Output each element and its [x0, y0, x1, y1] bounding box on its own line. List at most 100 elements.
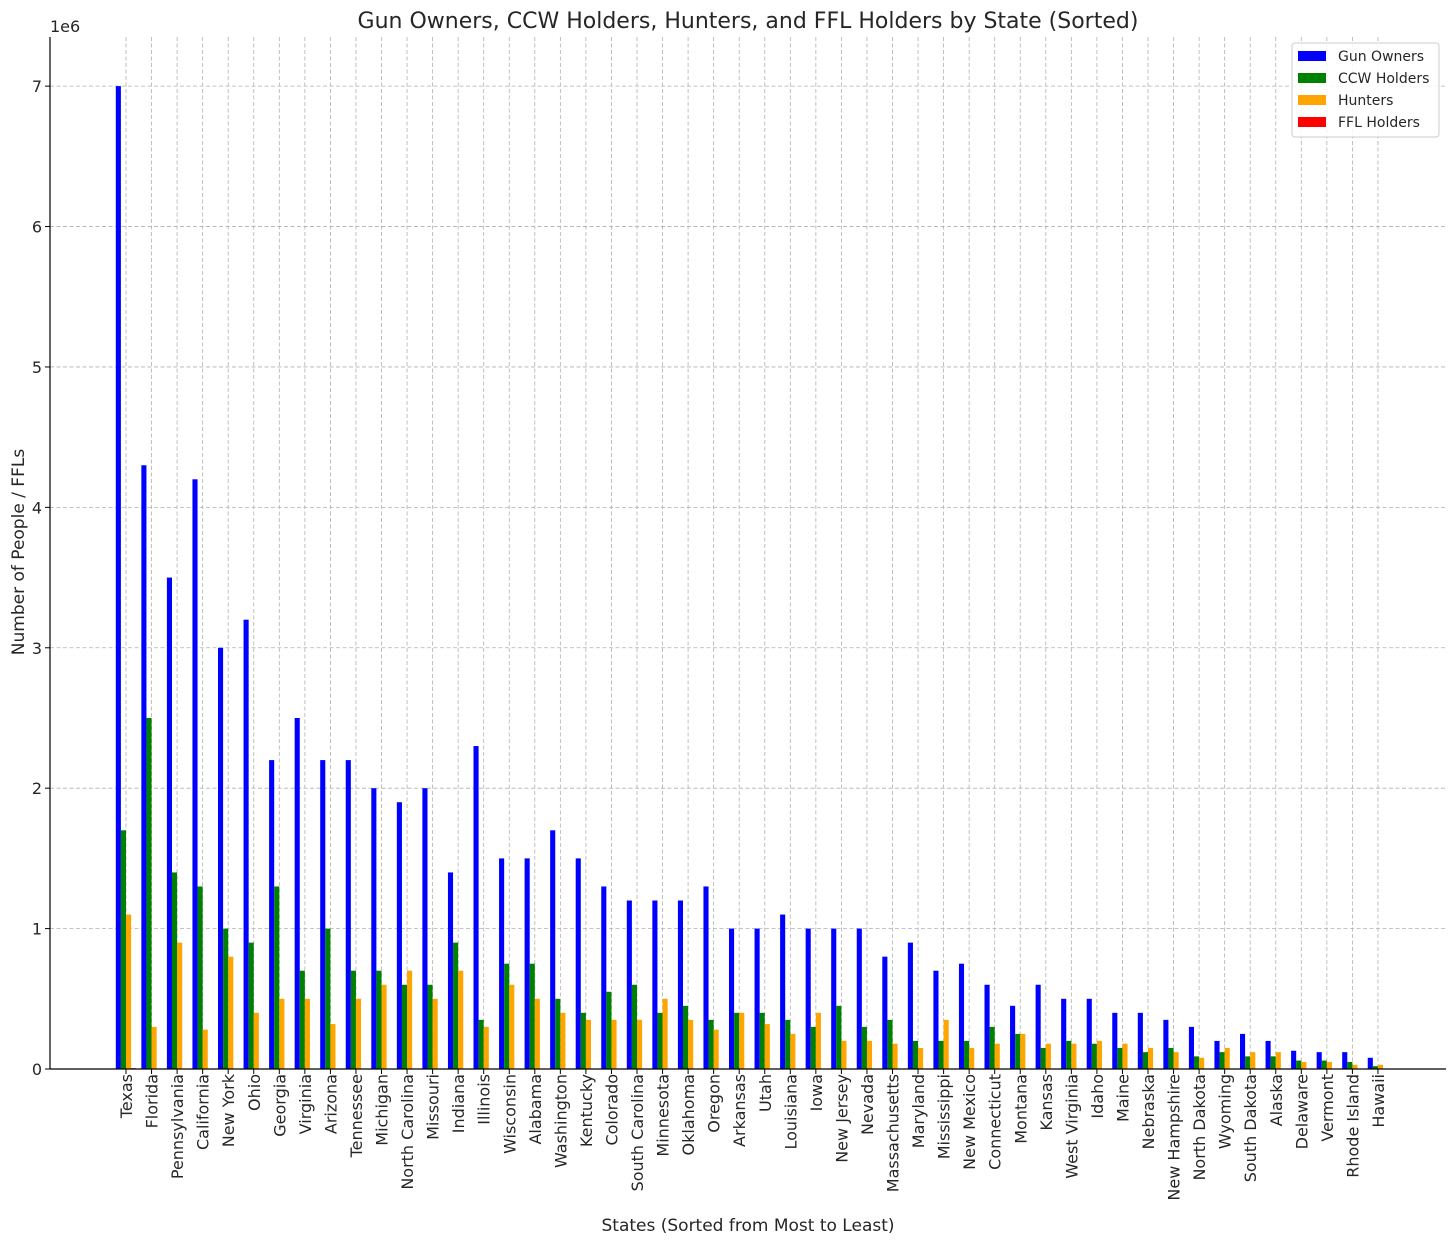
bar	[1219, 1052, 1225, 1069]
legend-box	[1291, 42, 1440, 138]
x-tick-label: North Dakota	[1190, 1074, 1209, 1181]
bar	[662, 998, 668, 1069]
bar	[739, 1012, 745, 1069]
bar	[381, 984, 387, 1069]
x-tick-label: New Jersey	[832, 1074, 851, 1163]
bar	[892, 1043, 898, 1069]
x-tick-label: Rhode Island	[1343, 1074, 1362, 1178]
bar	[1188, 1026, 1194, 1069]
bar	[1245, 1056, 1251, 1069]
bar	[279, 998, 285, 1069]
x-tick-label: Ohio	[245, 1074, 264, 1111]
bar	[856, 928, 862, 1069]
bar	[652, 900, 658, 1069]
bar	[274, 886, 280, 1069]
bar	[294, 717, 300, 1069]
x-ticks: Texas Florida Pennsylvania California New Yo…	[117, 1069, 1388, 1201]
bar	[580, 1012, 586, 1069]
legend-label: Gun Owners	[1338, 49, 1424, 65]
bar	[1296, 1060, 1302, 1069]
x-tick-label: Alabama	[526, 1074, 545, 1145]
bar	[218, 647, 224, 1069]
bar	[657, 1012, 663, 1069]
bar	[1372, 1066, 1378, 1069]
bar	[177, 942, 183, 1069]
y-tick-label: 7	[32, 77, 42, 96]
bar	[499, 858, 505, 1069]
bar	[688, 1019, 694, 1069]
x-tick-label: Connecticut	[986, 1074, 1005, 1170]
bar	[810, 1026, 816, 1069]
x-tick-label: West Virginia	[1062, 1074, 1081, 1179]
bar	[1040, 1047, 1046, 1069]
x-tick-label: Arkansas	[730, 1074, 749, 1147]
x-axis-label: States (Sorted from Most to Least)	[601, 1216, 894, 1236]
bar	[1086, 998, 1092, 1069]
bar	[887, 1019, 893, 1069]
y-offset-text: 1e6	[50, 17, 80, 36]
x-tick-label: Texas	[117, 1074, 136, 1119]
bar	[1250, 1052, 1256, 1069]
bar	[882, 956, 888, 1069]
bar	[1122, 1043, 1128, 1069]
bar	[866, 1040, 873, 1069]
x-tick-label: Maryland	[909, 1074, 928, 1148]
x-tick-label: Washington	[551, 1074, 570, 1168]
bar	[611, 1019, 617, 1069]
bar	[1199, 1057, 1205, 1069]
bar	[371, 788, 377, 1069]
bar	[713, 1029, 719, 1069]
x-tick-label: Wisconsin	[500, 1074, 519, 1154]
bar	[401, 984, 408, 1069]
bar	[994, 1043, 1000, 1069]
x-tick-label: Indiana	[449, 1074, 468, 1133]
legend-label: CCW Holders	[1338, 71, 1429, 87]
bar	[126, 914, 132, 1069]
x-tick-label: New Mexico	[960, 1074, 979, 1170]
legend-swatch	[1298, 73, 1326, 83]
bar	[478, 1019, 484, 1069]
x-tick-label: South Dakota	[1241, 1074, 1260, 1182]
bar	[529, 963, 535, 1069]
bar	[1071, 1043, 1077, 1069]
bar	[1270, 1056, 1276, 1069]
x-tick-label: Hawaii	[1369, 1074, 1388, 1128]
bar	[509, 984, 515, 1069]
bar	[1096, 1040, 1102, 1069]
bar	[1066, 1040, 1072, 1069]
x-tick-label: Illinois	[475, 1074, 494, 1125]
bar	[1224, 1047, 1230, 1069]
bar	[350, 970, 356, 1069]
bar	[1240, 1033, 1246, 1069]
bar	[248, 942, 254, 1069]
bar	[534, 998, 540, 1069]
bar	[1168, 1047, 1174, 1069]
legend-label: Hunters	[1338, 93, 1393, 109]
bar	[734, 1012, 740, 1069]
bar	[815, 1012, 821, 1069]
bar	[253, 1012, 259, 1069]
x-tick-label: Oklahoma	[679, 1074, 698, 1155]
bar	[504, 963, 510, 1069]
bar	[458, 970, 464, 1069]
bar	[473, 746, 479, 1069]
bar	[1367, 1057, 1373, 1069]
bar	[560, 1012, 566, 1069]
y-tick-label: 3	[32, 639, 42, 658]
bar	[601, 886, 607, 1069]
bar	[912, 1040, 919, 1069]
x-tick-label: Nevada	[858, 1074, 877, 1135]
x-tick-label: Iowa	[807, 1074, 826, 1111]
bar	[120, 830, 126, 1069]
x-tick-label: North Carolina	[398, 1074, 417, 1190]
bar	[432, 998, 438, 1069]
bar	[1142, 1052, 1148, 1069]
bar	[202, 1029, 208, 1069]
x-tick-label: Pennsylvania	[168, 1074, 187, 1179]
x-tick-label: Virginia	[296, 1074, 315, 1134]
bar	[1342, 1052, 1348, 1069]
bar	[483, 1026, 489, 1069]
bar	[626, 900, 632, 1069]
bar	[1301, 1061, 1307, 1069]
